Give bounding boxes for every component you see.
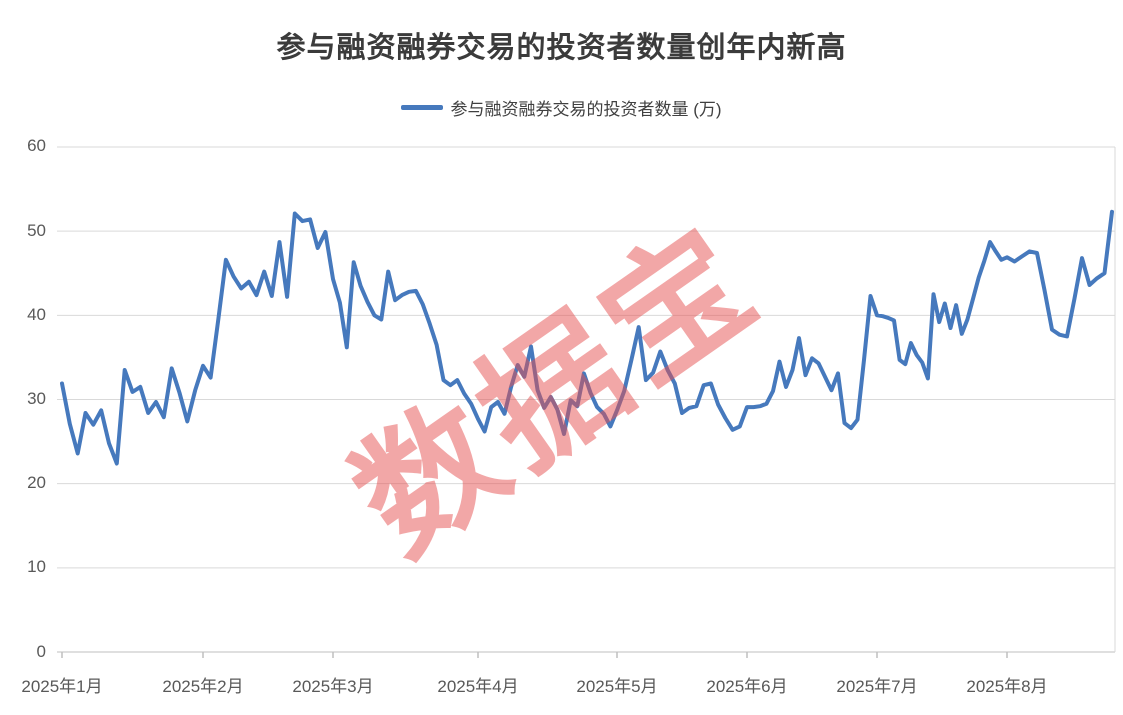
- y-axis-label-60: 60: [27, 136, 46, 156]
- y-axis-label-50: 50: [27, 220, 46, 240]
- x-axis-label-2025年7月: 2025年7月: [836, 677, 918, 696]
- page-title: 参与融资融券交易的投资者数量创年内新高: [276, 32, 847, 64]
- y-axis-label-40: 40: [27, 304, 46, 324]
- legend-line-icon: [401, 105, 444, 110]
- x-axis-label-2025年1月: 2025年1月: [21, 677, 103, 696]
- y-axis-label-10: 10: [27, 557, 46, 577]
- chart-legend: 参与融资融券交易的投资者数量 (万): [0, 95, 1123, 120]
- legend-label: 参与融资融券交易的投资者数量 (万): [450, 100, 722, 119]
- x-axis-label-2025年4月: 2025年4月: [437, 677, 519, 696]
- x-axis-label-2025年3月: 2025年3月: [292, 677, 374, 696]
- y-axis-label-20: 20: [27, 473, 46, 493]
- y-axis-label-30: 30: [27, 388, 46, 408]
- x-axis-label-2025年2月: 2025年2月: [162, 677, 244, 696]
- x-axis-label-2025年6月: 2025年6月: [706, 677, 788, 696]
- data-series-line: [60, 209, 1114, 466]
- x-axis-label-2025年8月: 2025年8月: [966, 677, 1048, 696]
- y-axis-label-0: 0: [36, 641, 46, 661]
- x-axis-label-2025年5月: 2025年5月: [576, 677, 658, 696]
